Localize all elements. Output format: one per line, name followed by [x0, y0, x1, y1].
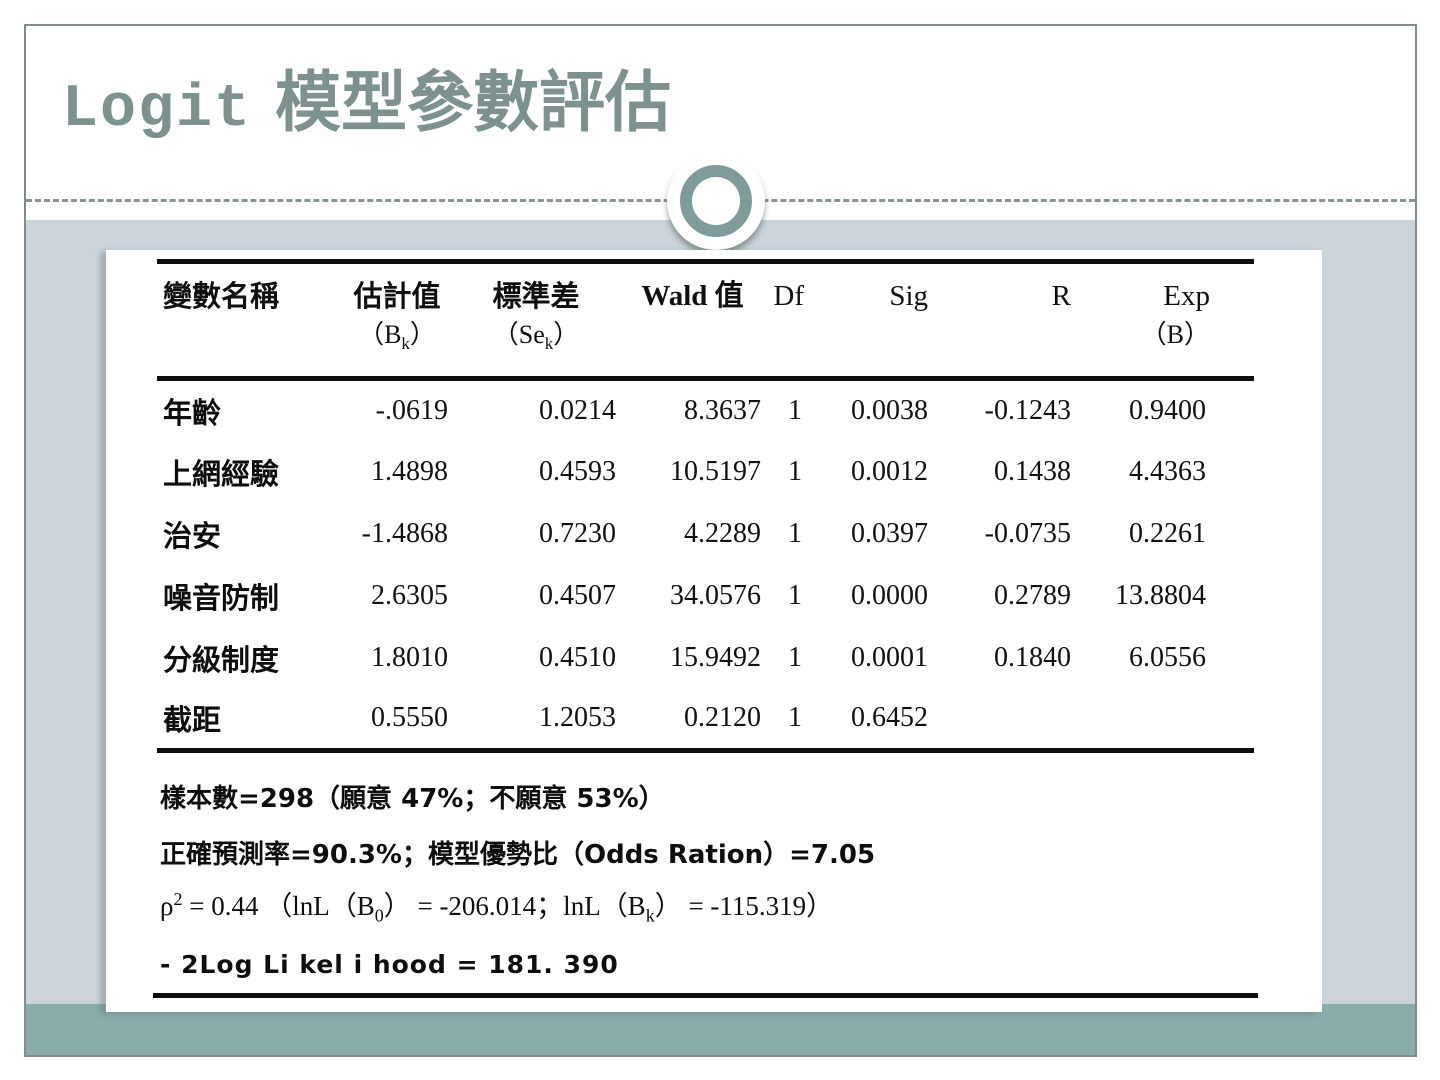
column-header-stderr: 標準差 （Sek） [452, 261, 620, 381]
footnote-log-likelihood: - 2Log Li kel i hood = 181. 390 [160, 950, 619, 979]
footnote-accuracy: 正確預測率=90.3%；模型優勢比（Odds Ration）=7.05 [160, 840, 876, 870]
column-header-variable: 變數名稱 [157, 261, 342, 381]
table-header-row: 變數名稱 估計值 （Bk） 標準差 （Sek） Wald 值 Df [157, 261, 1254, 381]
footnote-rho-squared: ρ2 = 0.44 （lnL（B0） = -206.014；lnL（Bk） = … [160, 889, 834, 926]
column-header-sig: Sig [810, 261, 932, 381]
circle-ornament [667, 152, 765, 250]
column-header-r: R [932, 261, 1075, 381]
column-header-estimate: 估計值 （Bk） [342, 261, 452, 381]
column-header-wald: Wald 值 [620, 261, 765, 381]
circle-ring-icon [680, 165, 752, 237]
table-row: 上網經驗 1.4898 0.4593 10.5197 1 0.0012 0.14… [163, 455, 1206, 491]
page-title: Logit 模型參數評估 [62, 66, 671, 143]
table-row: 分級制度 1.8010 0.4510 15.9492 1 0.0001 0.18… [163, 641, 1206, 677]
table-row: 截距 0.5550 1.2053 0.2120 1 0.6452 [163, 702, 928, 738]
column-header-df: Df [765, 261, 810, 381]
table-panel: 變數名稱 估計值 （Bk） 標準差 （Sek） Wald 值 Df [106, 250, 1322, 1012]
footer-band [26, 1004, 1415, 1055]
page-title-cjk: 模型參數評估 [252, 63, 672, 141]
column-header-exp: Exp （B） [1075, 261, 1254, 381]
table-row: 年齡 -.0619 0.0214 8.3637 1 0.0038 -0.1243… [163, 394, 1206, 430]
footnote-sample-size: 樣本數=298（願意 47%；不願意 53%） [160, 784, 665, 814]
results-table: 變數名稱 估計值 （Bk） 標準差 （Sek） Wald 值 Df [157, 259, 1254, 753]
page-title-latin: Logit [62, 76, 253, 144]
table-row: 噪音防制 2.6305 0.4507 34.0576 1 0.0000 0.27… [163, 579, 1206, 615]
table-row: 治安 -1.4868 0.7230 4.2289 1 0.0397 -0.073… [163, 517, 1206, 553]
table-bottom-rule [153, 993, 1258, 998]
